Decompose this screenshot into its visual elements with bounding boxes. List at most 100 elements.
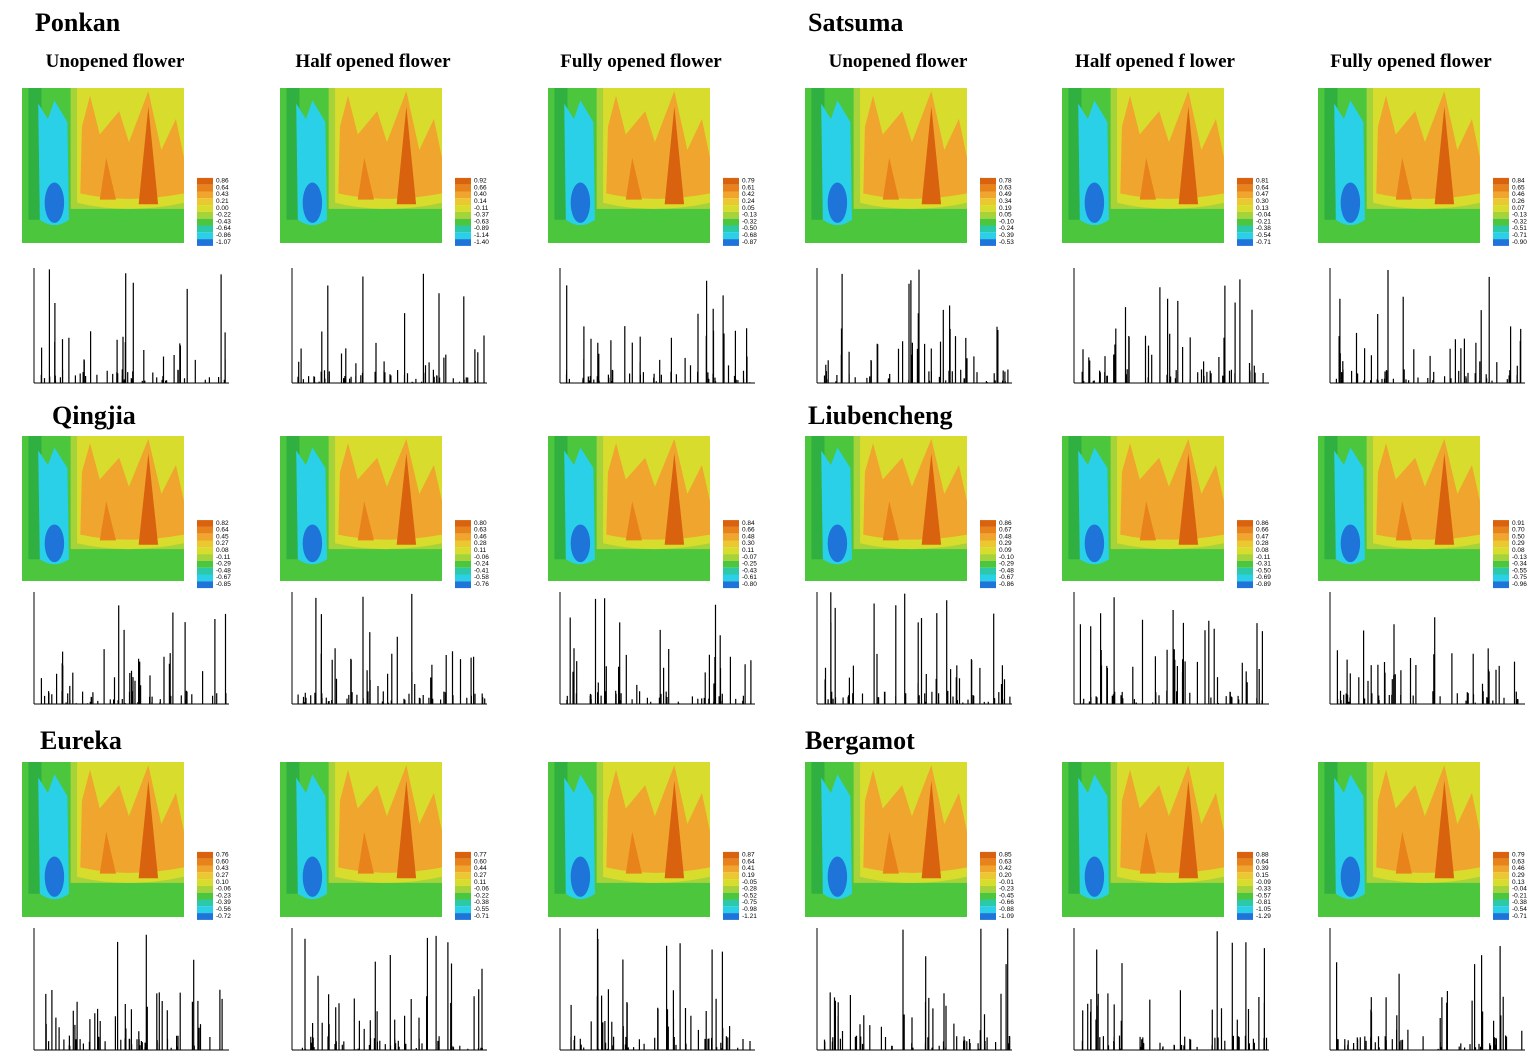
legend-swatch [1237,533,1253,541]
legend-swatch [1493,520,1509,527]
legend-swatch [980,520,996,527]
legend-swatch [1237,574,1253,582]
legend-swatch [723,547,739,555]
contour-peak [882,831,899,874]
legend-label: -0.43 [742,567,757,574]
legend-swatch [197,526,213,534]
legend-label: -0.11 [474,205,489,212]
legend-label: -1.07 [216,239,231,246]
legend-swatch [980,533,996,541]
legend-label: -0.56 [216,906,231,913]
chrom-peaks [824,592,1011,704]
legend-swatch [197,906,213,914]
chromatogram [1329,928,1525,1051]
legend-label: -0.90 [1512,239,1527,246]
chrom-peaks [565,280,754,383]
legend-swatch [1493,885,1509,893]
legend-label: 0.14 [474,198,487,205]
legend-label: -0.48 [999,567,1014,574]
contour-peak [396,780,417,879]
legend-swatch [723,858,739,866]
legend-swatch [980,906,996,914]
legend-swatch [1493,218,1509,226]
contour-peak [357,157,374,200]
legend-swatch [1237,198,1253,206]
variety-title: Satsuma [808,8,903,37]
legend-label: 0.79 [742,178,755,185]
legend-label: 0.29 [999,540,1012,547]
contour-strip [286,88,300,220]
legend-label: 0.41 [742,865,755,872]
chrom-peaks [823,928,1011,1050]
legend-label: -0.67 [999,574,1014,581]
legend-swatch [723,554,739,561]
legend-swatch [1237,218,1253,226]
legend-label: -0.24 [999,225,1014,232]
legend-label: -0.07 [742,554,757,561]
legend-swatch [723,177,739,185]
legend-label: -0.54 [1256,232,1271,239]
contour-map [1062,436,1224,581]
legend-swatch [1493,581,1509,589]
legend-label: 0.40 [474,191,487,198]
legend-label: 0.27 [474,872,487,879]
legend-label: -0.85 [216,581,231,588]
legend-swatch [1237,885,1253,893]
chromatogram [291,268,487,384]
legend-label: 0.61 [742,184,755,191]
legend-label: 0.65 [1512,184,1525,191]
legend-label: -0.45 [999,892,1014,899]
contour-map [1062,88,1224,243]
chrom-peaks [1079,597,1263,704]
legend-label: -0.52 [742,892,757,899]
legend-swatch [980,239,996,246]
legend-label: 0.15 [1256,872,1269,879]
contour-peak [921,453,942,545]
legend-swatch [455,540,471,548]
legend-swatch [455,851,471,859]
legend-swatch [723,533,739,541]
legend-label: -0.66 [999,899,1014,906]
legend-label: -0.28 [742,886,757,893]
legend-label: -0.39 [999,232,1014,239]
legend-label: 0.13 [1512,879,1525,886]
legend-label: 0.11 [474,547,487,554]
legend-label: -0.39 [216,899,231,906]
contour-peak [99,157,116,200]
legend-label: 0.80 [474,520,487,527]
legend-label: 0.10 [216,879,229,886]
contour-peak [1434,453,1455,545]
legend-label: 0.66 [742,527,755,534]
legend-label: -0.89 [474,225,489,232]
legend-label: 0.42 [742,191,755,198]
legend-label: 0.46 [1512,191,1525,198]
legend-swatch [980,191,996,199]
legend-swatch [1493,554,1509,561]
legend-label: 0.48 [999,533,1012,540]
legend-swatch [197,205,213,212]
legend-swatch [197,198,213,206]
legend-swatch [1493,879,1509,886]
legend-swatch [980,547,996,555]
legend-swatch [1493,239,1509,246]
legend-swatch [723,239,739,246]
contour-peak [882,501,899,541]
legend-label: -0.75 [742,899,757,906]
legend-label: -0.05 [742,879,757,886]
legend-swatch [723,906,739,914]
contour-map [1318,762,1480,917]
legend-swatch [197,885,213,893]
legend-swatch [980,211,996,219]
legend-label: 0.28 [1256,540,1269,547]
legend-swatch [980,858,996,866]
legend-swatch [1493,205,1509,212]
legend-label: -0.32 [742,218,757,225]
chromatogram [33,592,229,705]
column-header: Unopened flower [829,51,968,72]
legend-swatch [455,198,471,206]
legend-label: -0.22 [474,892,489,899]
legend-swatch [980,865,996,873]
legend-swatch [1493,913,1509,920]
legend-swatch [980,872,996,880]
